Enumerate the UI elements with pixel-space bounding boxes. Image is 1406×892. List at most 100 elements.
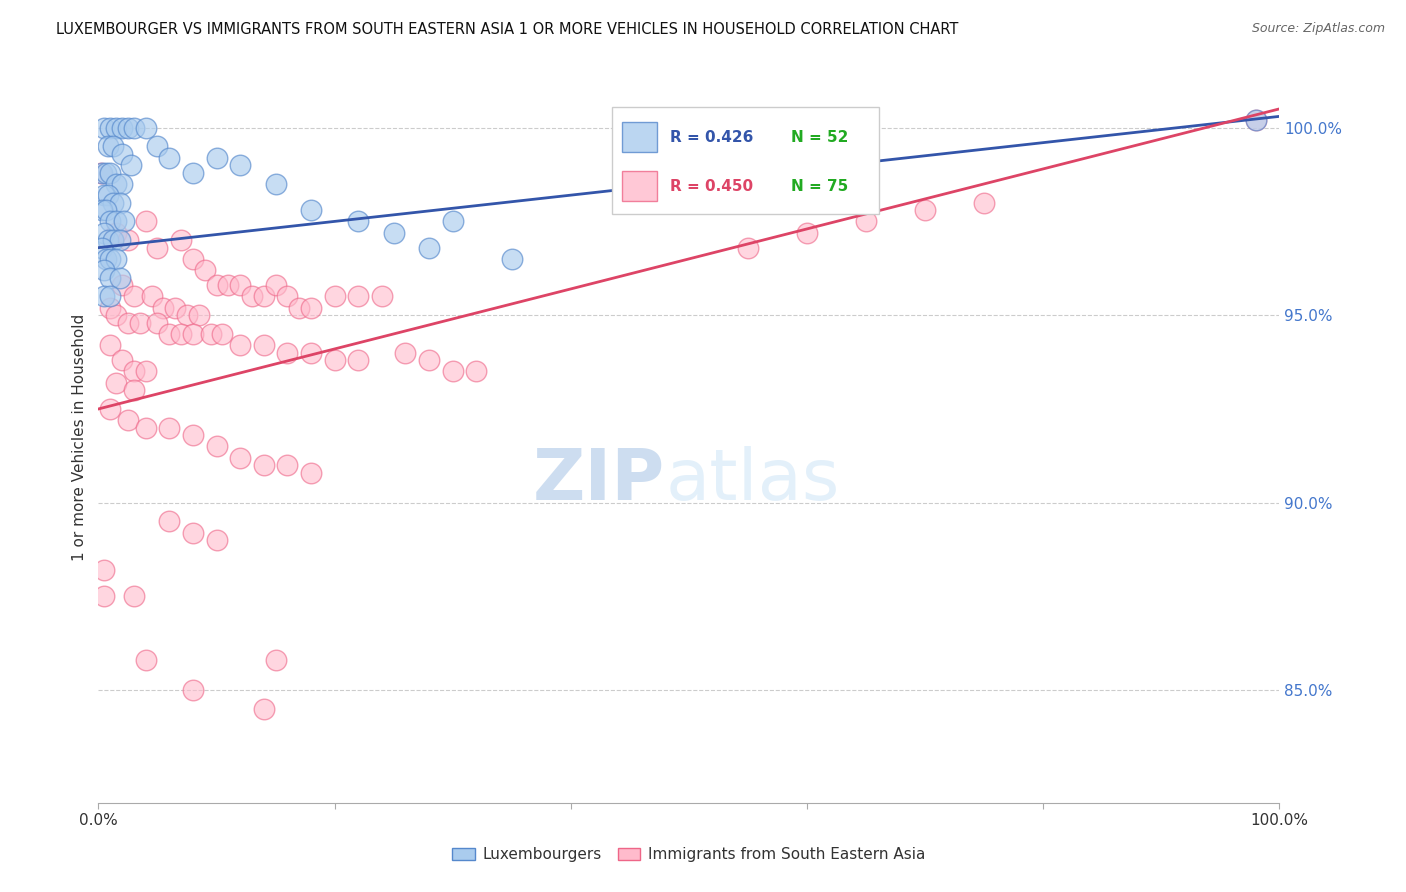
Point	[91, 166, 114, 180]
Point	[98, 120, 121, 135]
Point	[93, 188, 115, 202]
Point	[501, 252, 523, 266]
Point	[98, 166, 121, 180]
Point	[135, 420, 157, 434]
Point	[1244, 113, 1267, 128]
Point	[111, 120, 134, 135]
Point	[323, 353, 346, 368]
Point	[299, 345, 322, 359]
Text: ZIP: ZIP	[533, 447, 665, 516]
Point	[135, 364, 157, 378]
Point	[181, 525, 204, 540]
Point	[157, 515, 180, 529]
Text: atlas: atlas	[665, 447, 839, 516]
Text: R = 0.426: R = 0.426	[671, 129, 754, 145]
Point	[299, 301, 322, 315]
Point	[170, 233, 193, 247]
Point	[347, 289, 370, 303]
Text: N = 75: N = 75	[790, 178, 848, 194]
Point	[122, 289, 145, 303]
Point	[105, 376, 128, 390]
Point	[194, 263, 217, 277]
Point	[264, 177, 287, 191]
Point	[117, 316, 139, 330]
Point	[122, 590, 145, 604]
Y-axis label: 1 or more Vehicles in Household: 1 or more Vehicles in Household	[72, 313, 87, 561]
Point	[117, 233, 139, 247]
Point	[108, 233, 131, 247]
Point	[181, 428, 204, 442]
Point	[229, 158, 252, 172]
Point	[371, 289, 394, 303]
Point	[111, 177, 134, 191]
Point	[94, 252, 117, 266]
Point	[347, 353, 370, 368]
Point	[441, 364, 464, 378]
Point	[229, 278, 252, 293]
Point	[91, 241, 114, 255]
Point	[737, 241, 759, 255]
Point	[93, 289, 115, 303]
Point	[465, 364, 488, 378]
Point	[101, 139, 124, 153]
Point	[146, 139, 169, 153]
Point	[152, 301, 174, 315]
Point	[973, 195, 995, 210]
Point	[299, 203, 322, 218]
Point	[117, 120, 139, 135]
Point	[121, 158, 143, 172]
Point	[105, 252, 128, 266]
Point	[205, 278, 228, 293]
Point	[146, 241, 169, 255]
Point	[93, 120, 115, 135]
Point	[181, 326, 204, 341]
Point	[253, 458, 276, 473]
Point	[157, 326, 180, 341]
Point	[101, 195, 124, 210]
Point	[253, 702, 276, 716]
Point	[98, 252, 121, 266]
Point	[205, 151, 228, 165]
Point	[217, 278, 239, 293]
Point	[101, 233, 124, 247]
Bar	[623, 122, 657, 152]
Point	[229, 450, 252, 465]
Point	[253, 289, 276, 303]
Point	[105, 120, 128, 135]
Point	[229, 338, 252, 352]
Point	[122, 364, 145, 378]
Point	[146, 316, 169, 330]
Point	[135, 214, 157, 228]
Point	[122, 383, 145, 397]
Point	[855, 214, 877, 228]
Point	[418, 241, 440, 255]
Text: Source: ZipAtlas.com: Source: ZipAtlas.com	[1251, 22, 1385, 36]
Point	[165, 301, 187, 315]
Point	[93, 563, 115, 577]
Point	[111, 353, 134, 368]
Point	[93, 226, 115, 240]
Text: LUXEMBOURGER VS IMMIGRANTS FROM SOUTH EASTERN ASIA 1 OR MORE VEHICLES IN HOUSEHO: LUXEMBOURGER VS IMMIGRANTS FROM SOUTH EA…	[56, 22, 959, 37]
Point	[98, 301, 121, 315]
Point	[141, 289, 163, 303]
Point	[108, 270, 131, 285]
Text: N = 52: N = 52	[790, 129, 848, 145]
Point	[181, 683, 204, 698]
Point	[90, 166, 112, 180]
Point	[93, 263, 115, 277]
Point	[105, 226, 128, 240]
Point	[394, 345, 416, 359]
Point	[418, 353, 440, 368]
Point	[93, 590, 115, 604]
Point	[347, 214, 370, 228]
Point	[112, 214, 135, 228]
Point	[108, 195, 131, 210]
Point	[253, 338, 276, 352]
Point	[205, 533, 228, 548]
Point	[128, 316, 150, 330]
Point	[205, 440, 228, 454]
Point	[288, 301, 311, 315]
Point	[157, 151, 180, 165]
Point	[276, 289, 298, 303]
Point	[97, 233, 120, 247]
